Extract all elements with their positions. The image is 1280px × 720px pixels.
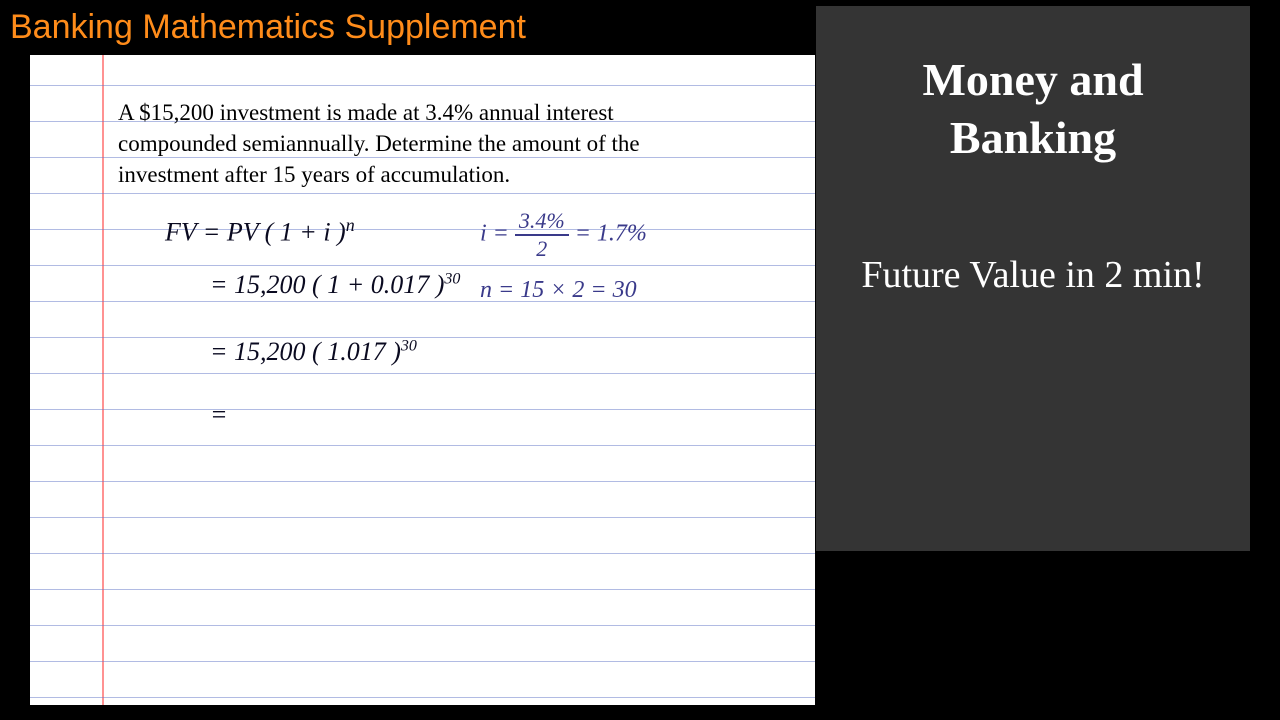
title-overlay: Money and Banking Future Value in 2 min!: [816, 6, 1250, 551]
problem-statement: A $15,200 investment is made at 3.4% ann…: [118, 97, 738, 190]
formula-fv-general: FV = PV ( 1 + i )n: [165, 215, 355, 248]
calc-interest-rate: i = 3.4% 2 = 1.7%: [480, 210, 647, 260]
header-title: Banking Mathematics Supplement: [10, 8, 526, 47]
formula-step2: = 15,200 ( 1.017 )30: [210, 337, 417, 367]
overlay-title: Money and Banking: [846, 51, 1220, 166]
calc-periods: n = 15 × 2 = 30: [480, 277, 637, 304]
formula-step3: =: [210, 400, 228, 430]
notebook-red-margin: [102, 55, 104, 705]
overlay-subtitle: Future Value in 2 min!: [846, 251, 1220, 300]
formula-step1: = 15,200 ( 1 + 0.017 )30: [210, 270, 460, 300]
notebook-paper: A $15,200 investment is made at 3.4% ann…: [30, 55, 815, 705]
